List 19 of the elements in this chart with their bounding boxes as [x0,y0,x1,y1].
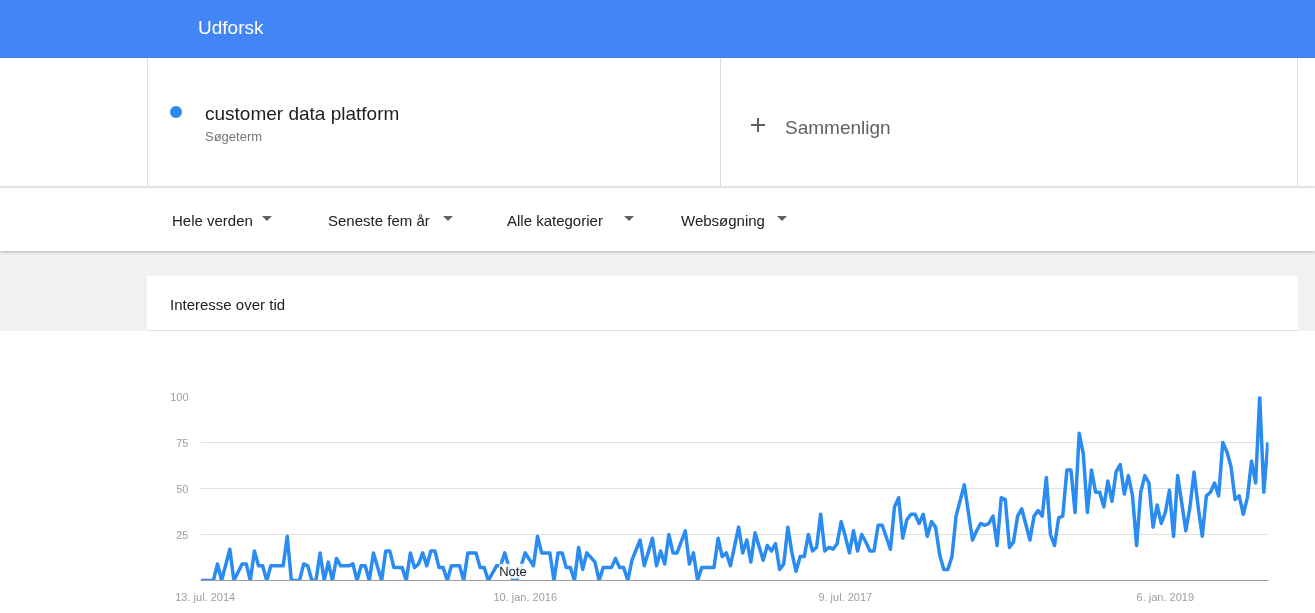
y-tick-label: 75 [176,436,189,449]
text: Websøgning [681,211,765,231]
x-tick-label: 13. jul. 2014 [175,590,236,603]
x-tick-label: 10. jan. 2016 [493,590,558,603]
x-tick-label: 9. jul. 2017 [818,590,873,603]
chart-subtitle: Søgeterm [205,128,263,146]
legend-label: customer data platform [205,102,400,126]
y-tick-label: 25 [176,528,189,541]
y-tick-label: 100 [170,390,189,403]
text: Sammenlign [785,116,891,140]
line-series [200,396,1269,581]
x-tick-label: 6. jan. 2019 [1136,590,1195,603]
annotation: Note [499,563,527,579]
text: Seneste fem år [328,211,430,231]
text: Hele verden [172,211,253,231]
text: Alle kategorier [507,211,603,231]
text: Udforsk [198,16,264,40]
chart-title: Interesse over tid [170,295,286,315]
y-tick-label: 50 [176,482,189,495]
